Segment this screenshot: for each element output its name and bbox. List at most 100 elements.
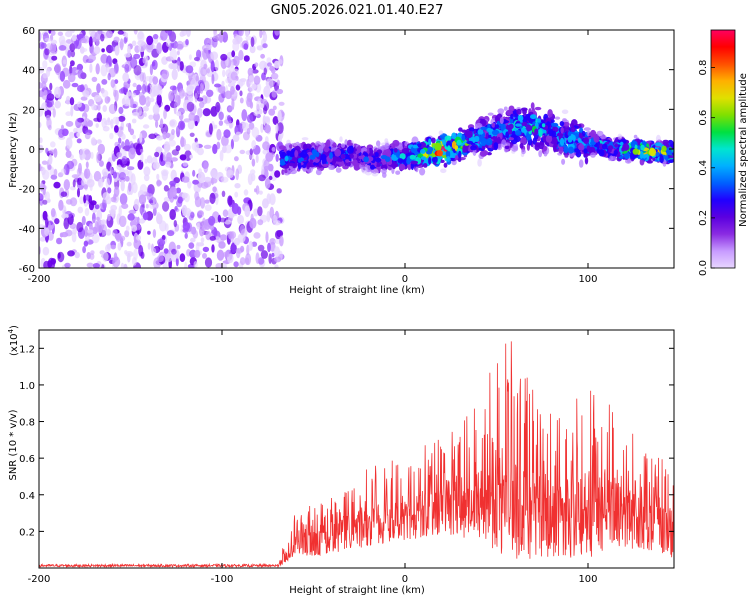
spectrogram-cell	[92, 218, 96, 224]
spectrogram-cell	[132, 103, 137, 109]
spectrogram-cell	[666, 147, 672, 155]
spectrogram-cell	[215, 101, 221, 113]
spectrogram-cell	[494, 124, 500, 129]
spectrogram-cell	[125, 225, 130, 232]
spectrogram-cell	[256, 100, 261, 110]
spectrogram-cell	[480, 137, 487, 146]
spectrogram-cell	[431, 137, 436, 144]
spectrogram-cell	[88, 30, 96, 36]
spectrogram-cell	[477, 158, 482, 167]
chart-title: GN05.2026.021.01.40.E27	[271, 3, 444, 18]
spectrogram-cell	[505, 131, 510, 139]
spectrogram-cell	[144, 158, 148, 164]
spectrogram-cell	[248, 122, 255, 130]
spectrogram-cell	[561, 109, 569, 115]
spectrogram-cell	[600, 134, 607, 140]
spectrogram-cell	[70, 50, 76, 58]
spectrogram-cell	[93, 94, 102, 103]
spectrogram-cell	[274, 256, 282, 263]
spectrogram-cell	[325, 139, 331, 148]
spectrogram-cell	[60, 168, 66, 175]
spectrogram-cell	[58, 45, 67, 51]
spectrogram-cell	[200, 237, 205, 244]
spectrogram-cell	[203, 176, 212, 182]
spectrogram-cell	[65, 30, 73, 38]
spectrogram-cell	[209, 178, 218, 184]
spectrogram-cell	[133, 232, 139, 244]
spectrogram-cell	[80, 178, 86, 186]
spectrogram-cell	[265, 78, 274, 89]
spectrogram-cell	[479, 150, 487, 157]
spectrogram-cell	[433, 156, 438, 163]
spectrogram-cell	[190, 237, 196, 243]
spectrogram-cell	[65, 39, 73, 44]
x-tick-label: -200	[28, 274, 51, 285]
spectrogram-cell	[233, 261, 239, 268]
spectrogram-cell	[76, 221, 84, 233]
spectrogram-cell	[491, 129, 500, 136]
spectrogram-cell	[419, 167, 426, 176]
spectrogram-cell	[227, 195, 233, 206]
spectrogram-cell	[58, 128, 65, 138]
spectrogram-cell	[42, 60, 48, 69]
spectrogram-cell	[238, 37, 243, 42]
spectrogram-cell	[90, 137, 96, 146]
spectrogram-cell	[49, 82, 53, 91]
spectrogram-cell	[517, 114, 524, 122]
spectrogram-cell	[105, 178, 111, 189]
spectrogram-cell	[269, 65, 275, 72]
spectrogram-cell	[231, 203, 239, 215]
spectrogram-cell	[109, 132, 114, 140]
spectrogram-cell	[159, 118, 164, 129]
spectrogram-cell	[229, 231, 235, 243]
colorbar-tick-label: 0.4	[698, 160, 709, 176]
spectrogram-cell	[243, 43, 249, 50]
spectrogram-cell	[222, 69, 226, 78]
spectrogram-cell	[267, 242, 271, 253]
spectrogram-cell	[125, 175, 130, 182]
spectrogram-cell	[361, 166, 368, 174]
spectrogram-cell	[67, 49, 72, 58]
spectrogram-cell	[182, 161, 188, 167]
spectrogram-cell	[457, 157, 462, 162]
spectrogram-cell	[277, 134, 282, 144]
spectrogram-cell	[47, 164, 52, 170]
spectrogram-x-ticks: -200 -100 0 100	[28, 30, 598, 285]
spectrogram-cell	[188, 54, 192, 60]
spectrogram-cell	[43, 89, 48, 96]
spectrogram-cell	[143, 166, 151, 177]
spectrogram-cell	[563, 121, 570, 127]
spectrogram-cell	[56, 237, 63, 245]
spectrogram-cell	[39, 144, 44, 150]
spectrogram-cell	[237, 214, 245, 225]
spectrogram-cell	[254, 62, 259, 67]
spectrogram-cell	[132, 82, 137, 88]
spectrogram-cell	[135, 105, 142, 117]
spectrogram-cell	[269, 193, 276, 206]
spectrogram-cell	[178, 88, 185, 99]
spectrogram-cell	[182, 228, 189, 233]
spectrogram-cell	[230, 138, 234, 150]
spectrogram-cell	[50, 208, 56, 218]
spectrogram-cell	[174, 206, 178, 211]
spectrogram-cell	[187, 120, 195, 130]
spectrogram-cell	[173, 220, 177, 228]
spectrogram-cell	[84, 207, 90, 217]
spectrogram-cell	[132, 134, 136, 140]
spectrogram-cell	[157, 238, 166, 247]
spectrogram-cell	[515, 123, 522, 127]
spectrogram-cell	[166, 152, 172, 162]
spectrogram-cell	[108, 209, 116, 215]
spectrogram-cell	[156, 94, 162, 106]
spectrogram-cell	[423, 163, 428, 168]
spectrogram-cell	[237, 78, 246, 87]
spectrogram-cell	[208, 123, 213, 135]
spectrogram-cell	[456, 139, 462, 146]
spectrogram-cell	[414, 148, 418, 156]
spectrogram-cell	[54, 63, 62, 76]
spectrogram-cell	[226, 169, 234, 179]
spectrogram-cell	[175, 94, 181, 107]
spectrogram-cell	[239, 97, 244, 104]
spectrogram-cell	[93, 170, 102, 182]
